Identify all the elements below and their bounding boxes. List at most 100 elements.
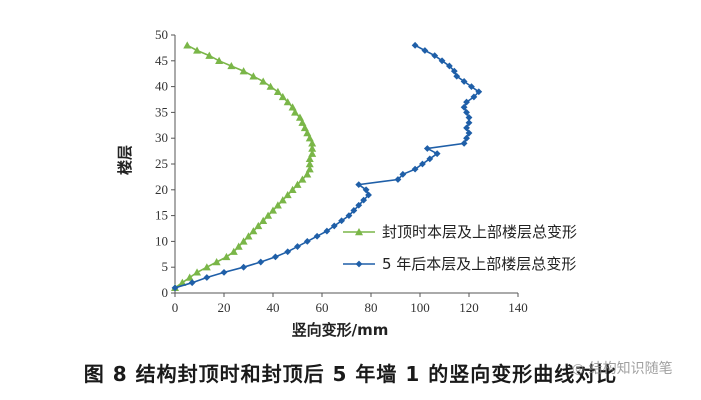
data-point (419, 160, 426, 168)
data-point (249, 72, 258, 80)
data-point (450, 67, 458, 75)
data-point (257, 258, 265, 266)
data-point (303, 170, 312, 178)
data-point (308, 149, 317, 157)
data-point (205, 51, 214, 59)
x-tick-label: 120 (459, 300, 479, 315)
x-tick-label: 60 (316, 300, 329, 315)
data-point (431, 52, 439, 60)
data-point (460, 139, 468, 147)
data-point (411, 165, 419, 173)
series-layer (171, 41, 483, 292)
data-point (305, 154, 314, 163)
data-point (273, 201, 282, 209)
data-point (178, 278, 187, 286)
data-point (234, 242, 243, 250)
data-point (293, 180, 302, 188)
y-tick-label: 20 (155, 182, 168, 197)
x-tick-label: 100 (410, 300, 430, 315)
data-point (229, 247, 238, 255)
data-point (240, 263, 247, 271)
data-point (294, 243, 301, 250)
series-line (174, 44, 481, 289)
data-point (305, 134, 314, 142)
data-point (305, 165, 314, 173)
data-point (323, 227, 331, 235)
data-point (222, 252, 231, 261)
data-point (470, 93, 478, 101)
data-point (362, 186, 370, 194)
data-point (338, 217, 345, 225)
y-tick-label: 30 (155, 130, 168, 145)
data-point (303, 238, 311, 245)
data-point (220, 268, 228, 276)
x-axis-title: 竖向变形/mm (292, 321, 389, 339)
data-point (308, 139, 317, 147)
data-point (193, 46, 202, 54)
data-point (291, 108, 300, 116)
data-point (433, 150, 441, 158)
data-point (446, 62, 453, 70)
data-point (203, 274, 211, 281)
data-point (254, 221, 263, 230)
legend-item: 5 年后本层及上部楼层总变形 (343, 255, 576, 273)
data-point (453, 72, 461, 80)
data-point (313, 232, 321, 240)
watermark: ◎ 结构知识随笔 (572, 358, 673, 378)
data-point (350, 207, 358, 214)
data-point (303, 129, 312, 137)
data-point (330, 222, 338, 230)
y-axis-title: 楼层 (116, 145, 134, 175)
y-tick-label: 0 (162, 285, 169, 300)
data-point (394, 176, 402, 183)
data-point (259, 77, 268, 85)
data-point (423, 145, 431, 152)
data-point (288, 103, 297, 111)
data-point (249, 227, 258, 235)
data-point (426, 155, 434, 163)
x-tick-label: 20 (218, 300, 231, 315)
y-tick-label: 15 (155, 208, 168, 223)
data-point (183, 41, 192, 49)
data-point (475, 88, 483, 96)
data-point (355, 201, 363, 209)
data-point (273, 87, 282, 95)
legend-label: 5 年后本层及上部楼层总变形 (382, 255, 576, 273)
data-point (278, 196, 287, 204)
x-tick-label: 80 (365, 300, 378, 315)
data-point (308, 144, 317, 152)
data-point (460, 78, 468, 85)
data-point (239, 237, 248, 245)
data-point (463, 134, 470, 142)
data-point (259, 216, 268, 224)
data-point (305, 160, 314, 168)
data-point (185, 273, 194, 281)
data-point (465, 119, 473, 127)
data-point (465, 114, 473, 121)
legend-label: 封顶时本层及上部楼层总变形 (382, 223, 577, 241)
series-line (174, 44, 313, 289)
watermark-text: 结构知识随笔 (588, 361, 673, 377)
data-point (365, 191, 372, 199)
wechat-icon: ◎ (572, 361, 585, 377)
data-point (345, 212, 353, 219)
data-point (295, 113, 304, 121)
data-point (298, 118, 307, 126)
data-point (288, 185, 297, 193)
y-tick-label: 45 (155, 53, 168, 68)
data-point (421, 47, 429, 54)
y-tick-label: 10 (155, 233, 168, 248)
data-point (399, 170, 407, 178)
data-point (227, 61, 236, 70)
x-tick-label: 140 (508, 300, 528, 315)
data-point (463, 98, 470, 106)
data-point (193, 268, 202, 276)
data-point (264, 211, 273, 219)
legend-item: 封顶时本层及上部楼层总变形 (343, 223, 577, 241)
y-tick-label: 50 (155, 27, 168, 42)
y-tick-label: 40 (155, 79, 168, 94)
legend-marker (355, 260, 363, 268)
data-point (269, 206, 277, 214)
data-point (202, 263, 211, 271)
